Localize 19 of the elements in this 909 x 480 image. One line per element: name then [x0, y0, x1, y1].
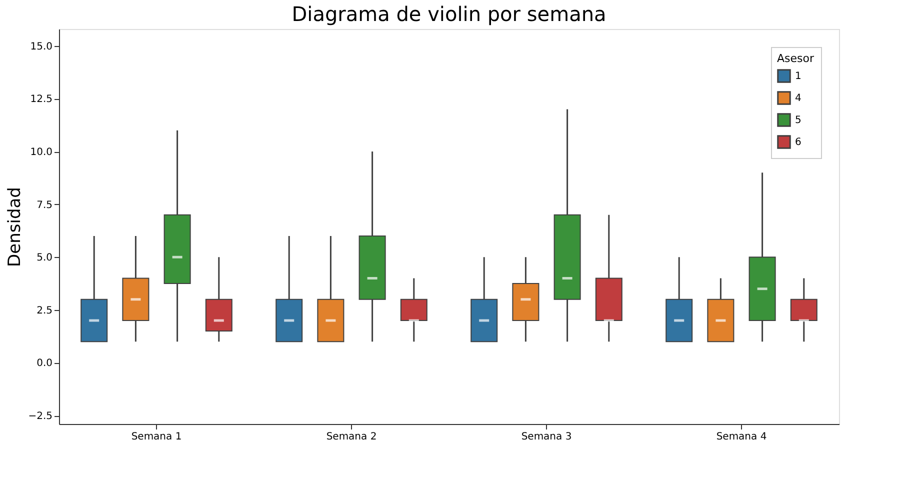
legend-label: 4 — [795, 93, 802, 104]
y-tick-label: 7.5 — [36, 200, 52, 211]
y-tick-label: 0.0 — [36, 358, 52, 370]
x-tick-label: Semana 1 — [131, 432, 182, 442]
y-tick-label: 15.0 — [30, 41, 52, 52]
chart-title: Diagrama de violin por semana — [292, 2, 606, 26]
y-tick-label: 5.0 — [36, 252, 52, 264]
y-tick-label: 10.0 — [30, 147, 52, 158]
y-axis-title: Densidad — [5, 187, 26, 267]
x-tick-label: Semana 2 — [326, 432, 377, 442]
legend-title: Asesor — [777, 52, 814, 65]
y-tick-label: 2.5 — [36, 305, 52, 316]
y-tick-label: 12.5 — [30, 94, 52, 106]
y-tick-label: −2.5 — [28, 411, 52, 422]
x-tick-label: Semana 4 — [716, 432, 767, 442]
legend-label: 1 — [795, 71, 802, 82]
x-tick-label: Semana 3 — [521, 432, 572, 442]
legend-label: 6 — [795, 137, 802, 148]
legend-label: 5 — [795, 115, 802, 126]
